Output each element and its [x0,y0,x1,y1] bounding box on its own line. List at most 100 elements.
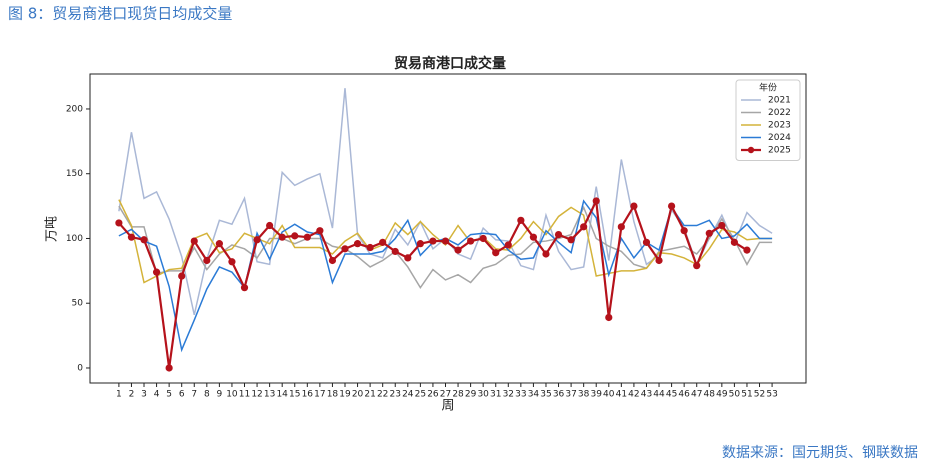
x-tick-label: 33 [515,390,526,400]
series-marker [165,364,173,372]
x-tick-label: 43 [641,390,652,400]
source: 数据来源：国元期货、钢联数据 [722,444,918,461]
x-tick-label: 50 [729,390,741,400]
series-marker [592,197,600,205]
x-tick-label: 49 [716,390,728,400]
x-tick-label: 1 [116,390,122,400]
series-marker [454,246,462,254]
x-tick-label: 11 [239,390,250,400]
legend-label: 2022 [768,108,791,118]
series-marker [240,284,249,292]
series-marker [542,250,550,258]
x-tick-label: 42 [628,390,639,400]
series-marker [642,238,651,246]
x-tick-label: 27 [440,390,451,400]
x-tick-label: 51 [741,390,752,400]
series-marker [190,237,198,245]
legend-label: 2023 [768,121,791,131]
x-tick-label: 53 [766,390,777,400]
x-tick-label: 35 [540,390,551,400]
series-marker [529,233,538,241]
series-line [118,196,748,369]
x-tick-label: 31 [490,390,501,400]
legend-title: 年份 [759,82,777,94]
series-marker [680,227,688,235]
x-tick-label: 6 [179,390,185,400]
x-tick-label: 18 [327,390,339,400]
series-marker [718,221,726,230]
x-tick-label: 7 [191,390,197,400]
x-tick-label: 17 [314,390,325,400]
series-marker [517,216,525,224]
series-marker [416,240,424,248]
y-tick-label: 150 [66,169,83,179]
x-tick-label: 21 [364,390,375,400]
series-marker [567,236,575,244]
x-tick-label: 36 [553,390,565,400]
x-tick-label: 3 [141,390,147,400]
x-tick-label: 9 [217,390,223,400]
series-marker [441,237,450,245]
y-tick-label: 50 [72,299,84,309]
x-tick-label: 37 [565,390,576,400]
series-marker [366,243,374,252]
x-tick-label: 28 [452,390,464,400]
series-marker [467,237,475,245]
x-tick-label: 20 [352,390,364,400]
series-marker [554,230,563,239]
series-marker [479,234,487,243]
x-tick-label: 2 [129,390,135,400]
series-marker [667,202,676,210]
series-marker [115,219,123,227]
x-tick-label: 14 [276,390,288,400]
x-tick-label: 46 [678,390,690,400]
x-tick-label: 32 [503,390,514,400]
x-tick-label: 30 [477,390,489,400]
legend-label: 2025 [768,146,791,156]
x-tick-label: 19 [339,390,351,400]
x-tick-label: 26 [427,390,439,400]
x-tick-label: 44 [653,390,665,400]
legend-marker [747,146,755,154]
series-marker [127,233,136,241]
plot-frame [89,73,807,384]
x-tick-label: 39 [590,390,602,400]
series-marker [353,240,362,248]
series-marker [253,236,261,244]
series-marker [278,233,286,241]
series-marker [379,238,387,246]
series-marker [291,232,299,240]
series-marker [429,237,437,245]
series-marker [580,223,588,231]
x-tick-label: 40 [603,390,615,400]
x-tick-label: 10 [226,390,238,400]
x-tick-label: 38 [578,390,590,400]
x-tick-label: 25 [415,390,426,400]
series-marker [504,241,512,249]
x-tick-label: 24 [402,390,414,400]
x-tick-label: 8 [204,390,210,400]
series-line [118,205,773,290]
series-marker [178,272,186,280]
x-tick-label: 48 [704,390,716,400]
x-tick-label: 52 [754,390,765,400]
x-tick-label: 45 [666,390,677,400]
series-marker [617,223,625,231]
x-tick-label: 22 [377,390,388,400]
series-marker [492,249,500,257]
series-marker [303,233,311,241]
x-tick-label: 12 [251,390,262,400]
x-tick-label: 13 [264,390,275,400]
x-tick-label: 16 [302,390,314,400]
series-marker [203,256,211,265]
series-marker [730,238,739,246]
series-marker [341,245,349,253]
x-tick-label: 23 [390,390,401,400]
y-axis-label: 万吨 [45,216,60,242]
series-marker [215,240,223,248]
x-tick-label: 47 [691,390,702,400]
series-marker [705,229,713,237]
series-marker [316,227,324,235]
